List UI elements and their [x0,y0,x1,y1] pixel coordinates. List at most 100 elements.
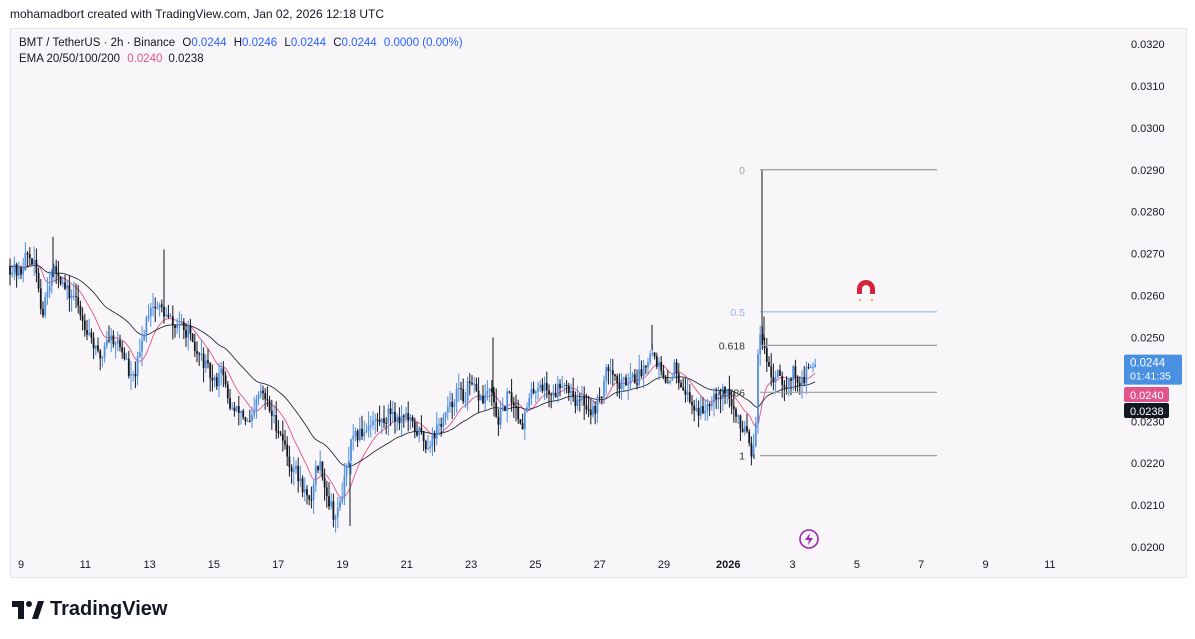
candle-down [321,461,324,481]
candle-down [796,375,799,392]
candle-down [310,486,313,509]
candle-body [68,285,71,299]
candle-body [383,418,385,423]
candle-body [312,484,315,500]
candle-up [218,362,220,397]
candle-body [438,424,440,426]
candle-down [193,333,196,358]
candle-up [372,410,374,430]
candle-up [592,400,594,418]
candle-up [801,370,803,399]
candle-down [196,341,198,363]
candle-body [196,351,198,354]
candle-body [220,368,223,374]
candle-body [611,370,614,375]
candle-body [660,362,663,371]
candle-body [101,356,104,359]
candle-up [231,402,234,411]
candle-body [154,306,157,309]
candle-up [596,394,599,423]
candle-up [581,385,583,407]
brand-name: TradingView [50,598,168,620]
candle-body [607,367,610,371]
candle-body [693,405,696,411]
candle-down [15,262,18,288]
candle-down [583,386,586,420]
candle-down [783,380,786,402]
candle-body [754,422,757,447]
ema-label[interactable]: EMA 20/50/100/200 [19,53,121,65]
candle-body [616,375,619,384]
candle-body [768,361,770,367]
candle-up [556,375,559,403]
candle-up [429,440,432,453]
candle-body [295,465,297,470]
chart-panel[interactable] [10,28,1187,578]
candle-up [658,357,660,381]
candle-body [530,388,533,399]
candle-body [574,397,577,406]
candle-body [244,417,247,422]
candle-body [246,420,249,422]
candle-body [81,315,84,321]
candle-down [306,485,308,505]
candle-up [699,395,702,420]
candle-body [457,388,460,390]
candle-body [277,431,280,433]
tradingview-logo[interactable]: TradingView [12,598,167,621]
candle-up [488,387,491,403]
candle-body [237,406,240,413]
credit-line: mohamadbort created with TradingView.com… [10,7,384,21]
candle-up [537,381,539,400]
candle-up [44,292,47,319]
candle-body [739,415,742,429]
candle-down [803,365,806,387]
candle-down [229,388,231,411]
candle-body [354,430,357,436]
candle-down [545,371,548,399]
candle-body [127,358,130,376]
candle-up [295,460,297,475]
candle-down [589,399,592,425]
candle-body [229,398,231,409]
candle-body [396,416,399,422]
candle-down [79,300,82,321]
candle-down [97,337,99,353]
candle-up [754,416,757,448]
candle-up [105,330,108,349]
candle-body [119,340,121,348]
candle-down [618,373,621,399]
candle-body [796,377,799,383]
candle-up [805,361,808,395]
candle-up [319,450,322,475]
candle-body [807,367,810,369]
candle-body [334,516,337,520]
candle-body [642,365,645,377]
candle-down [616,373,619,397]
candle-down [198,351,201,366]
symbol-label[interactable]: BMT / TetherUS · 2h · Binance [19,37,176,49]
candle-up [255,395,258,419]
candle-down [462,378,465,405]
candle-down [655,352,658,370]
candle-body [581,396,583,400]
candle-body [677,373,680,383]
candle-body [376,419,379,421]
candle-body [394,411,396,422]
candle-down [724,386,726,405]
price-tags [1124,354,1182,418]
candle-down [807,363,810,370]
candle-up [143,329,146,342]
candle-down [510,378,513,412]
candle-body [618,383,621,389]
candle-body [433,433,436,439]
candle-up [46,277,49,306]
candle-body [290,466,293,472]
candle-body [647,362,649,368]
ema-row[interactable]: EMA 20/50/100/200 0.0240 0.0238 [19,51,463,67]
candle-body [735,409,737,417]
candle-body [792,366,795,381]
candle-body [510,392,513,403]
candle-body [429,446,432,449]
